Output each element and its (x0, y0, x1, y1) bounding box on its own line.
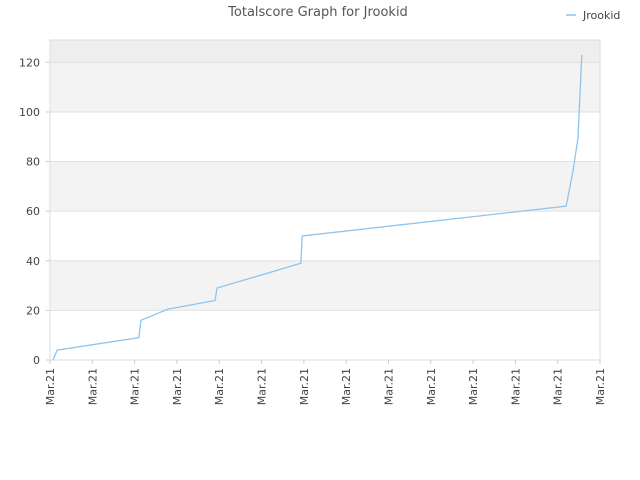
x-tick-label: Mar.21 (256, 368, 269, 405)
y-tick-label: 120 (19, 56, 40, 69)
band (50, 310, 600, 360)
x-tick-label: Mar.21 (129, 368, 142, 405)
band (50, 62, 600, 112)
y-tick-label: 80 (26, 156, 40, 169)
x-tick-label: Mar.21 (171, 368, 184, 405)
plot-border (49, 39, 601, 361)
x-tick-label: Mar.21 (86, 368, 99, 405)
y-tick-label: 40 (26, 255, 40, 268)
band (50, 260, 600, 311)
x-tick-label: Mar.21 (340, 368, 353, 405)
band (50, 161, 600, 212)
band (50, 40, 600, 63)
y-tick-label: 20 (26, 304, 40, 317)
x-tick-label: Mar.21 (509, 368, 522, 405)
band (50, 211, 600, 261)
legend-label: Jrookid (582, 9, 620, 22)
x-tick-label: Mar.21 (552, 368, 565, 405)
chart-title: Totalscore Graph for Jrookid (227, 5, 408, 20)
x-tick-label: Mar.21 (594, 368, 607, 405)
x-tick-label: Mar.21 (213, 368, 226, 405)
y-tick-label: 100 (19, 106, 40, 119)
y-tick-label: 0 (33, 354, 40, 367)
x-tick-label: Mar.21 (425, 368, 438, 405)
y-tick-label: 60 (26, 205, 40, 218)
line (52, 54, 583, 361)
x-tick-label: Mar.21 (298, 368, 311, 405)
x-tick-label: Mar.21 (44, 368, 57, 405)
x-tick-label: Mar.21 (382, 368, 395, 405)
band (50, 111, 600, 162)
x-tick-label: Mar.21 (467, 368, 480, 405)
